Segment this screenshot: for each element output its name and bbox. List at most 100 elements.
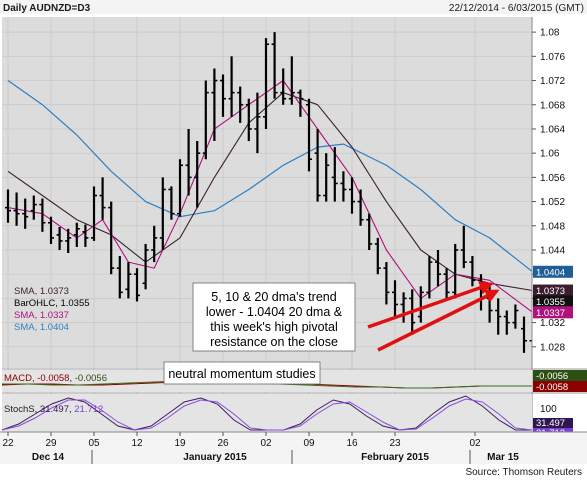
stoch-label: StochS, 31.497, 21.712 <box>4 404 103 415</box>
ohlc-bar <box>521 316 527 353</box>
sma-20-line <box>7 80 533 273</box>
x-tick-label: 26 <box>217 438 229 449</box>
ohlc-bar <box>237 86 244 123</box>
ohlc-bar <box>48 216 54 244</box>
price-badge: 1.0355 <box>533 295 573 308</box>
svg-text:-0.0056: -0.0056 <box>536 371 568 382</box>
price-badge: 1.0404 <box>533 265 573 278</box>
ohlc-bar <box>13 192 20 226</box>
ohlc-bar <box>280 68 287 105</box>
x-tick-label: 23 <box>389 438 401 449</box>
ohlc-bar <box>349 177 355 214</box>
stoch-panel <box>2 394 532 432</box>
ohlc-bars <box>5 32 536 353</box>
y-tick-label: 1.068 <box>540 100 565 111</box>
callout-line-2: lower - 1.0404 20 dma & <box>206 305 343 319</box>
ohlc-bar <box>469 256 476 287</box>
month-label: February 2015 <box>361 452 429 463</box>
stoch-d-line <box>1 398 533 431</box>
ohlc-bar <box>340 171 347 202</box>
trend-arrows <box>367 281 500 352</box>
macd-label: MACD, -0.0058, -0.0056 <box>4 373 107 384</box>
macd-badge: -0.0058 <box>533 381 587 393</box>
ohlc-bar <box>288 56 295 105</box>
ohlc-bar <box>314 128 321 202</box>
ohlc-bar <box>168 186 175 220</box>
callout-line-4: resistance on the close <box>210 335 338 349</box>
ohlc-bar <box>39 198 46 232</box>
y-tick-label: 1.064 <box>540 124 565 135</box>
x-tick-label: 19 <box>174 438 186 449</box>
chart-title: Daily AUDNZD=D3 <box>3 3 91 14</box>
ohlc-bar <box>142 243 149 290</box>
legend-entry: SMA, 1.0337 <box>14 310 69 321</box>
source-credit: Source: Thomson Reuters <box>465 467 582 478</box>
y-tick-label: 1.032 <box>540 318 565 329</box>
ohlc-bar <box>297 89 304 117</box>
month-label: Mar 15 <box>487 452 519 463</box>
macd-value-2: -0.0056 <box>75 373 107 384</box>
x-axis-months: Dec 14 January 2015 February 2015 Mar 15 <box>32 450 519 464</box>
ohlc-bar <box>228 56 235 117</box>
x-tick-label: 02 <box>469 438 481 449</box>
ohlc-bar <box>263 38 269 129</box>
macd-label-prefix: MACD, <box>4 373 37 384</box>
x-axis-area <box>0 432 587 464</box>
y-tick-label: 1.028 <box>540 342 565 353</box>
callout-line-1: 5, 10 & 20 dma's trend <box>211 290 336 304</box>
x-tick-label: 16 <box>346 438 358 449</box>
y-tick-label: 1.044 <box>540 245 565 256</box>
ohlc-bar <box>400 292 407 323</box>
price-badge: 1.0337 <box>533 306 573 319</box>
stoch-tick-100: 100 <box>540 404 557 415</box>
ohlc-bar <box>22 198 29 229</box>
ohlc-bar <box>185 128 192 196</box>
ohlc-bar <box>65 228 72 254</box>
legend-entry: SMA, 1.0404 <box>14 322 69 333</box>
momentum-note: neutral momentum studies <box>168 367 315 381</box>
ohlc-bar <box>177 159 183 217</box>
header-bar <box>0 0 587 14</box>
callout-box <box>192 282 356 352</box>
ohlc-bar <box>151 225 158 263</box>
x-tick-label: 12 <box>131 438 143 449</box>
stoch-lines <box>1 395 533 431</box>
ohlc-bar <box>5 189 11 223</box>
macd-badge: -0.0056 <box>533 370 587 382</box>
ohlc-bar <box>503 310 510 335</box>
ohlc-bar <box>460 225 467 269</box>
momentum-note-box <box>163 361 321 385</box>
ohlc-bar <box>125 262 132 299</box>
ohlc-bar <box>159 177 166 250</box>
y-tick-label: 1.052 <box>540 197 565 208</box>
ohlc-bar <box>211 68 218 142</box>
ohlc-bar <box>202 80 209 160</box>
y-tick-label: 1.076 <box>540 52 565 63</box>
ohlc-bar <box>435 249 441 287</box>
svg-text:1.0404: 1.0404 <box>536 267 565 278</box>
x-tick-label: 02 <box>260 438 272 449</box>
ohlc-bar <box>220 74 226 117</box>
y-tick-label: 1.072 <box>540 76 565 87</box>
x-tick-label: 22 <box>2 438 14 449</box>
legend-entry: SMA, 1.0373 <box>14 286 69 297</box>
ohlc-bar <box>254 92 261 154</box>
ohlc-bar <box>512 304 519 329</box>
ohlc-bar <box>194 141 201 208</box>
ohlc-bar <box>366 213 373 250</box>
month-label: Dec 14 <box>32 452 65 463</box>
svg-text:1.0355: 1.0355 <box>536 297 565 308</box>
ohlc-bar <box>426 256 433 299</box>
date-range: 22/12/2014 - 6/03/2015 (GMT) <box>449 3 584 14</box>
ohlc-bar <box>245 98 252 142</box>
macd-badges: -0.0056-0.0058 <box>533 370 587 393</box>
x-tick-label: 05 <box>88 438 100 449</box>
ohlc-bar <box>116 256 123 299</box>
legend-entry: BarOHLC, 1.0355 <box>14 298 90 309</box>
ohlc-bar <box>331 147 338 202</box>
y-tick-label: 1.06 <box>540 149 560 160</box>
stoch-value-1: 31.497 <box>40 404 69 415</box>
svg-text:31.497: 31.497 <box>536 418 565 429</box>
stoch-badge: 31.497 <box>533 418 573 429</box>
